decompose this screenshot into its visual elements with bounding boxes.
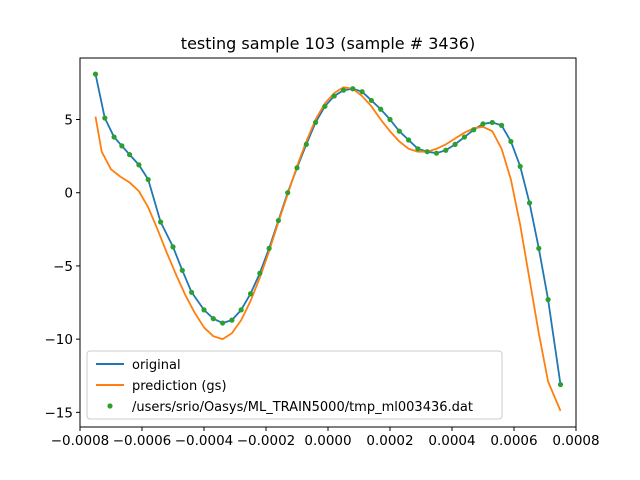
data-point: [285, 190, 291, 196]
data-point: [322, 103, 328, 109]
y-tick-label: −5: [53, 259, 73, 275]
data-point: [517, 163, 523, 169]
data-point: [368, 97, 374, 104]
data-point: [415, 146, 421, 152]
data-point: [170, 244, 176, 250]
data-point: [471, 127, 477, 133]
legend: original prediction (gs) /users/srio/Oasys…: [86, 350, 503, 420]
x-tick-label: −0.0002: [237, 433, 296, 449]
data-point: [406, 137, 412, 143]
data-point: [266, 245, 272, 251]
data-point: [387, 116, 393, 123]
x-tick-label: −0.0008: [51, 433, 110, 449]
legend-label: /users/srio/Oasys/ML_TRAIN5000/tmp_ml003…: [132, 400, 473, 415]
series-line-prediction-gs: [94, 86, 562, 412]
data-point: [536, 245, 542, 251]
data-point: [359, 89, 365, 95]
data-point: [201, 307, 207, 313]
data-point: [119, 143, 125, 149]
data-point: [545, 297, 551, 303]
y-tick-label: 0: [64, 186, 73, 202]
legend-swatch: [107, 403, 113, 409]
data-point: [350, 86, 356, 92]
x-tick-label: 0.0006: [490, 433, 537, 449]
x-tick-label: −0.0004: [175, 433, 234, 449]
x-tick-label: 0.0002: [366, 433, 413, 449]
data-point: [136, 162, 142, 168]
data-point: [275, 217, 281, 224]
data-point: [424, 149, 430, 155]
chart-title: testing sample 103 (sample # 3436): [181, 34, 475, 53]
data-point: [480, 121, 486, 127]
data-point: [499, 122, 505, 128]
data-point: [238, 307, 244, 313]
data-point: [210, 316, 216, 322]
data-point: [257, 270, 263, 276]
y-tick-label: 5: [64, 113, 73, 129]
data-point: [461, 134, 467, 140]
data-point: [102, 115, 108, 121]
data-point: [433, 150, 440, 156]
data-point: [557, 381, 564, 388]
data-point: [340, 87, 347, 93]
data-point: [229, 317, 235, 323]
plot-frame: [79, 57, 577, 428]
x-tick-label: 0.0008: [552, 433, 599, 449]
data-point: [489, 119, 495, 126]
data-point: [247, 291, 254, 297]
legend-box: [86, 350, 503, 420]
legend-label: original: [132, 358, 181, 373]
data-point: [145, 176, 151, 183]
data-point: [179, 267, 185, 273]
y-tick-label: −15: [45, 405, 74, 421]
data-point: [92, 71, 99, 77]
data-point: [396, 128, 402, 134]
data-point: [127, 152, 133, 158]
x-tick-label: −0.0006: [113, 433, 172, 449]
series-layer: [92, 71, 564, 412]
data-point: [508, 138, 514, 145]
data-point: [378, 106, 384, 112]
data-point: [220, 320, 226, 326]
x-tick-label: 0.0000: [304, 433, 351, 449]
y-axis: 5 0 −5 −10 −15: [45, 113, 80, 421]
data-point: [303, 141, 309, 147]
data-point: [526, 200, 533, 206]
x-axis: −0.0008 −0.0006 −0.0004 −0.0002 0.0000 0.0002…: [51, 427, 600, 449]
data-point: [443, 147, 449, 153]
data-point: [313, 119, 319, 126]
data-point: [111, 134, 117, 140]
y-tick-label: −10: [45, 332, 74, 348]
data-point: [452, 141, 458, 147]
data-point: [158, 219, 164, 225]
data-point: [294, 165, 300, 171]
data-point: [331, 93, 337, 99]
legend-label: prediction (gs): [132, 379, 227, 394]
x-tick-label: 0.0004: [428, 433, 475, 449]
data-point: [189, 289, 195, 295]
